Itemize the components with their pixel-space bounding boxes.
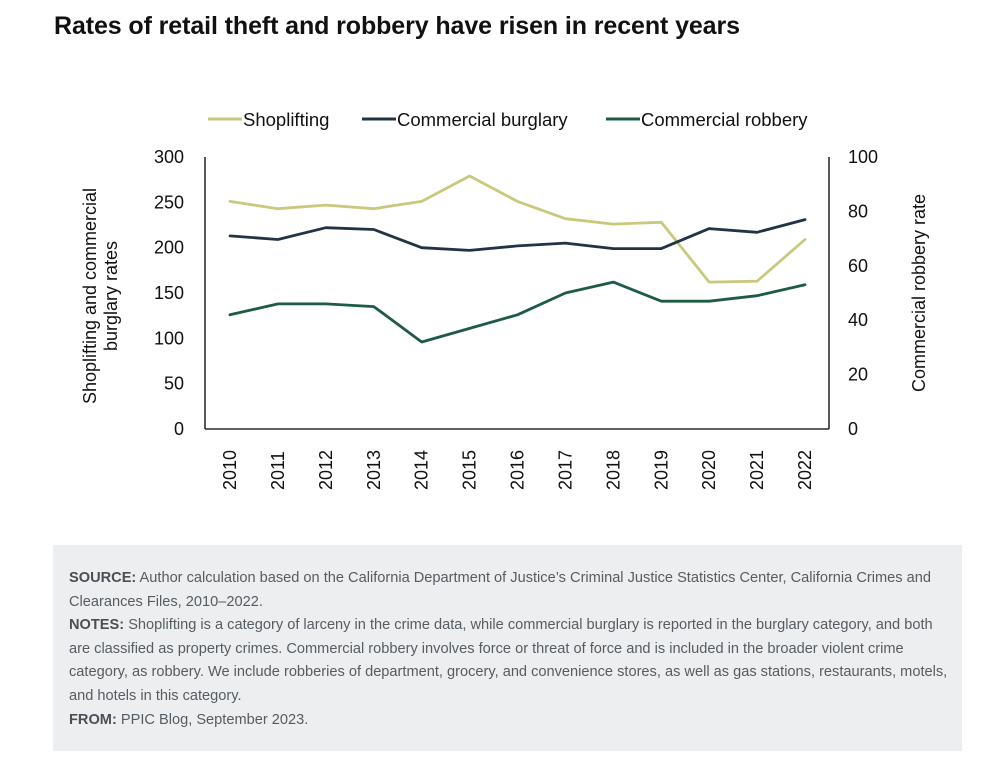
legend-item: Commercial burglary: [362, 109, 568, 130]
legend-item: Shoplifting: [208, 109, 329, 130]
left-axis-label-line: burglary rates: [101, 241, 121, 351]
right-tick-label: 40: [848, 310, 868, 330]
series-line-commercial-burglary: [228, 218, 807, 252]
x-tick-label: 2010: [220, 450, 240, 490]
series-lines: [228, 174, 807, 344]
left-tick-label: 300: [154, 147, 184, 167]
notes-note: NOTES: Shoplifting is a category of larc…: [69, 614, 952, 708]
legend-label: Shoplifting: [243, 109, 329, 130]
right-tick-label: 0: [848, 419, 858, 439]
notes-label: NOTES:: [69, 617, 125, 634]
line-chart: Shoplifting Commercial burglary Commercial…: [80, 109, 929, 490]
from-label: FROM:: [69, 711, 117, 728]
right-tick-label: 60: [848, 256, 868, 276]
left-y-axis: 0 50 100 150 200 250 300 Shoplifting and commer…: [80, 147, 206, 439]
left-tick-label: 150: [154, 283, 184, 303]
x-axis: 2010 2011 2012 2013 2014 2015 2016 2017 2018 2019…: [205, 428, 829, 490]
series-line-shoplifting: [228, 174, 807, 284]
x-tick-label: 2020: [699, 450, 719, 490]
x-tick-label: 2012: [316, 450, 336, 490]
x-tick-label: 2019: [651, 450, 671, 490]
source-label: SOURCE:: [69, 570, 137, 586]
notes-text: Shoplifting is a category of larceny in …: [69, 617, 948, 704]
right-tick-label: 80: [848, 201, 868, 221]
left-tick-label: 250: [154, 192, 184, 212]
left-axis-label-line: Shoplifting and commercial: [80, 188, 100, 404]
legend-label: Commercial burglary: [397, 109, 568, 130]
left-tick-label: 100: [154, 328, 184, 348]
left-tick-label: 0: [174, 419, 184, 439]
right-tick-label: 20: [848, 365, 868, 385]
x-tick-label: 2021: [747, 450, 767, 490]
from-note: FROM: PPIC Blog, September 2023.: [69, 709, 952, 733]
left-tick-label: 50: [164, 374, 184, 394]
chart-title: Rates of retail theft and robbery have r…: [54, 12, 740, 40]
right-axis-label: Commercial robbery rate: [909, 194, 929, 392]
source-note: SOURCE: Author calculation based on the …: [69, 567, 952, 614]
right-tick-label: 100: [848, 147, 878, 167]
x-tick-label: 2017: [555, 450, 575, 490]
x-tick-label: 2013: [364, 450, 384, 490]
left-tick-label: 200: [154, 238, 184, 258]
x-tick-label: 2015: [460, 450, 480, 490]
x-tick-label: 2016: [508, 450, 528, 490]
notes-panel: SOURCE: Author calculation based on the …: [53, 545, 962, 751]
source-text: Author calculation based on the Californ…: [69, 570, 931, 610]
x-tick-label: 2018: [603, 450, 623, 490]
x-tick-label: 2022: [795, 450, 815, 490]
from-text: PPIC Blog, September 2023.: [120, 711, 309, 728]
x-tick-label: 2014: [412, 450, 432, 490]
chart-legend: Shoplifting Commercial burglary Commercial…: [208, 109, 808, 130]
series-line-commercial-robbery: [228, 280, 807, 344]
left-axis-label: Shoplifting and commercialburglary rates: [80, 188, 121, 404]
legend-item: Commercial robbery: [606, 109, 808, 130]
legend-label: Commercial robbery: [641, 109, 808, 130]
x-tick-label: 2011: [268, 451, 288, 490]
right-y-axis: 0 20 40 60 80 100 Commercial robbery rate: [828, 147, 929, 439]
